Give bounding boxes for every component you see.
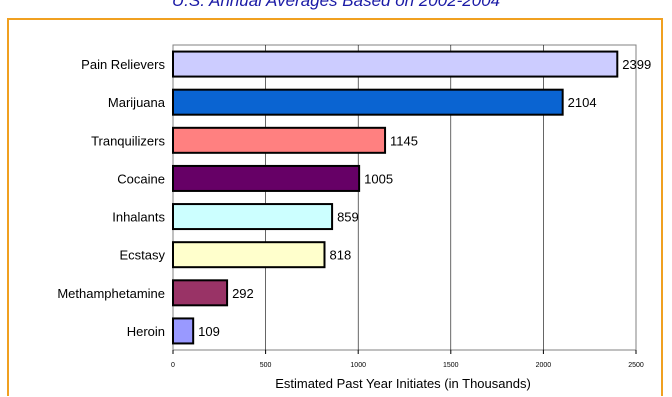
bar [172, 241, 326, 269]
category-label: Ecstasy [119, 248, 165, 263]
bar [172, 50, 619, 78]
plot-area [172, 44, 637, 351]
bar [172, 88, 564, 116]
labels: 0 500 1000 1500 2000 2500 Pain Relievers 2399 Ma… [57, 57, 651, 369]
category-label: Marijuana [108, 95, 166, 110]
category-label: Heroin [127, 324, 165, 339]
category-label: Inhalants [112, 210, 165, 225]
category-label: Methamphetamine [57, 286, 165, 301]
data-label: 292 [232, 286, 254, 301]
x-tick-label: 0 [171, 362, 175, 369]
category-label: Pain Relievers [81, 57, 165, 72]
x-tick-label: 1000 [350, 362, 366, 369]
bar [172, 164, 361, 192]
x-tick-label: 2500 [628, 362, 644, 369]
x-tick-label: 2000 [536, 362, 552, 369]
data-label: 2104 [568, 95, 597, 110]
data-label: 1145 [390, 133, 418, 148]
chart-frame [7, 18, 663, 396]
chart-subtitle: U.S. Annual Averages Based on 2002-2004 [171, 0, 501, 10]
data-label: 1005 [364, 171, 393, 186]
x-tick-label: 1500 [443, 362, 459, 369]
bar [172, 203, 334, 231]
category-label: Tranquilizers [91, 133, 165, 148]
data-label: 859 [337, 210, 359, 225]
data-label: 818 [329, 248, 351, 263]
category-label: Cocaine [117, 171, 165, 186]
bar [172, 279, 229, 307]
bar [172, 126, 387, 154]
x-axis-title: Estimated Past Year Initiates (in Thousa… [275, 376, 531, 391]
data-label: 109 [198, 324, 220, 339]
bar [172, 317, 195, 345]
bars [172, 50, 619, 345]
x-tick-label: 500 [260, 362, 272, 369]
data-label: 2399 [622, 57, 651, 72]
